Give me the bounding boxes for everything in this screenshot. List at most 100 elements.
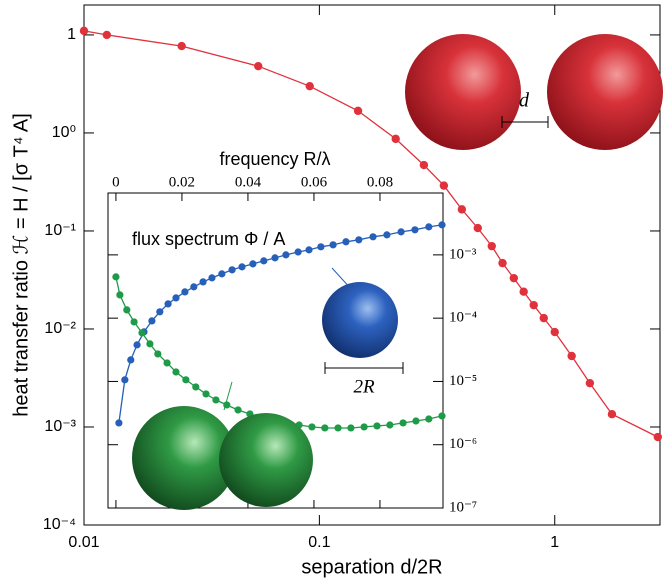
data-point	[373, 422, 381, 430]
data-point	[355, 236, 363, 244]
data-point	[190, 283, 198, 291]
data-point	[550, 327, 559, 337]
data-point	[529, 300, 538, 310]
data-point	[133, 341, 141, 349]
data-point	[498, 258, 507, 268]
data-point	[438, 221, 446, 229]
data-point	[425, 415, 433, 423]
plot-frame	[83, 4, 661, 526]
gap-label: d	[519, 90, 530, 112]
data-point	[305, 81, 314, 91]
data-point	[115, 419, 123, 427]
red-spheres: d	[405, 34, 663, 150]
inset-spheres: 2R	[132, 267, 404, 510]
data-point	[208, 274, 216, 282]
radius-label: 2R	[353, 376, 375, 397]
data-point	[79, 26, 89, 36]
y-tick-label: 10⁻⁴	[43, 516, 76, 533]
y-tick-label: 10⁰	[52, 124, 76, 141]
x-tick-label: 0.08	[367, 174, 393, 190]
data-point	[342, 238, 350, 246]
data-point	[321, 424, 329, 432]
y-tick-label: 10⁻³	[44, 418, 76, 435]
y-axis-label: heat transfer ratio ℋ = H / [σ T⁴ A]	[10, 113, 32, 417]
data-line	[83, 30, 659, 438]
data-point	[271, 254, 279, 262]
data-point	[254, 61, 263, 71]
data-point	[172, 368, 180, 376]
y-tick-label: 10⁻⁷	[449, 499, 477, 515]
x-tick-label: 0.02	[169, 174, 195, 190]
data-point	[397, 228, 405, 236]
data-point	[360, 423, 368, 431]
data-point	[154, 350, 162, 358]
data-point	[653, 432, 662, 442]
data-point	[391, 134, 400, 144]
y-tick-label: 10⁻⁶	[449, 436, 477, 452]
data-point	[487, 241, 496, 251]
data-point	[130, 318, 138, 326]
data-point	[438, 412, 446, 420]
data-point	[172, 294, 180, 302]
data-point	[164, 300, 172, 308]
data-point	[249, 260, 257, 268]
data-point	[519, 287, 528, 296]
data-point	[317, 243, 325, 251]
data-point	[411, 226, 419, 234]
data-point	[138, 329, 146, 337]
x-tick-label: 0.01	[68, 534, 99, 551]
data-point	[182, 376, 190, 384]
data-point	[473, 223, 482, 233]
y-tick-label: 10⁻²	[44, 320, 76, 337]
data-point	[308, 423, 316, 431]
x-tick-label: 0.06	[301, 174, 328, 190]
data-point	[127, 356, 135, 364]
data-point	[192, 383, 200, 391]
data-point	[123, 306, 131, 314]
y-tick-label: 1	[67, 26, 76, 43]
data-point	[228, 266, 236, 274]
data-point	[369, 233, 377, 241]
x-tick-label: 0	[112, 174, 120, 190]
data-point	[121, 376, 129, 384]
sphere	[219, 413, 313, 507]
x-tick-label: 0.04	[235, 174, 262, 190]
y-tick-label: 10⁻¹	[44, 222, 76, 239]
data-point	[218, 270, 226, 278]
y-tick-label: 10⁻⁴	[449, 310, 477, 326]
data-point	[567, 351, 576, 361]
data-point	[163, 359, 171, 367]
x-axis-label: separation d/2R	[301, 556, 442, 578]
x-tick-label: 1	[550, 534, 559, 551]
data-point	[383, 231, 391, 239]
data-point	[260, 257, 268, 265]
data-point	[419, 160, 429, 170]
data-point	[156, 308, 164, 316]
data-point	[177, 41, 186, 51]
gap-bar	[501, 116, 549, 128]
data-point	[539, 313, 548, 323]
data-point	[234, 406, 242, 414]
data-point	[329, 241, 337, 249]
data-point	[199, 278, 207, 286]
data-point	[212, 396, 220, 404]
data-point	[509, 273, 519, 283]
sphere	[132, 406, 236, 510]
data-point	[116, 291, 124, 299]
inset-x-label: frequency R/λ	[219, 149, 330, 169]
y-tick-label: 10⁻⁵	[449, 373, 477, 389]
data-point	[148, 317, 156, 325]
data-point	[238, 263, 246, 271]
data-point	[102, 30, 112, 40]
sphere	[405, 34, 521, 150]
y-tick-label: 10⁻³	[449, 246, 477, 262]
data-point	[412, 417, 420, 425]
data-point	[439, 181, 449, 190]
data-point	[334, 424, 342, 432]
data-point	[112, 273, 120, 281]
sphere	[322, 282, 398, 358]
data-point	[353, 106, 363, 116]
data-point	[457, 205, 467, 214]
data-point	[202, 390, 210, 398]
